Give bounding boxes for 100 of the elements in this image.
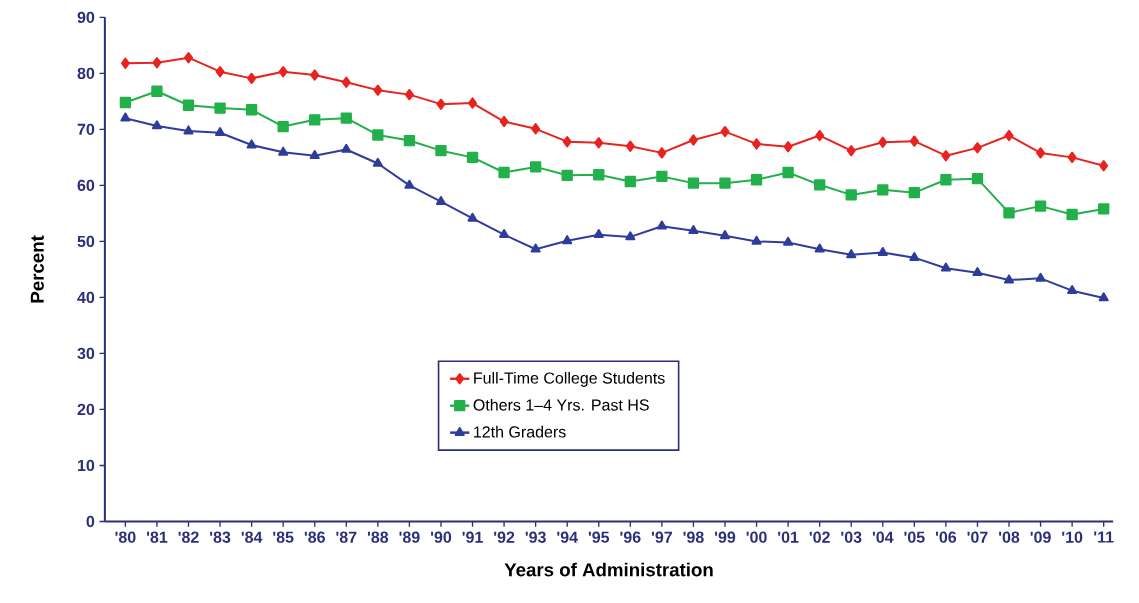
point [561,169,573,182]
x-tick-label: '81 [146,531,168,543]
point [120,112,131,122]
x-tick-label: '06 [935,531,957,543]
point [372,129,384,141]
point [593,169,605,181]
point [466,151,479,164]
x-tick-label: '93 [525,531,546,543]
point [499,115,509,128]
y-tick-label: 20 [77,403,95,416]
point [404,89,414,101]
x-tick-label: '01 [778,531,799,543]
point [941,150,951,162]
point [1099,160,1109,172]
point [909,135,919,147]
point [215,66,225,78]
point [1003,207,1015,219]
point [940,174,952,186]
x-tick-label: '83 [210,531,231,543]
x-tick-label: '02 [809,531,830,543]
point [183,125,194,135]
point [467,212,478,222]
x-tick-label: '88 [367,531,389,543]
point [813,179,826,191]
x-tick-label: '09 [1030,531,1051,543]
point [435,196,446,206]
point [1066,208,1078,221]
x-tick-label: '90 [431,531,452,543]
x-tick-label: '91 [462,531,483,543]
point [814,243,825,253]
y-tick-label: 70 [77,123,95,136]
point [719,177,731,189]
y-tick-label: 40 [77,291,95,304]
point [562,235,573,245]
point [309,150,320,160]
point [278,66,288,78]
x-tick-label: '80 [115,531,136,543]
point [972,142,982,154]
point [1003,274,1015,284]
x-axis-title: Years of Administration [504,562,713,577]
point [247,72,257,85]
x-tick-label: '95 [588,531,610,543]
point [1067,285,1078,295]
point [183,52,193,64]
point [687,177,700,189]
x-tick-label: '84 [241,531,263,543]
x-tick-label: '00 [746,531,767,543]
point [877,247,888,257]
point [656,170,668,183]
legend-label: Others 1–4 Yrs. Past HS [473,398,649,411]
y-tick-label: 30 [77,347,95,360]
point [1098,292,1109,302]
y-tick-label: 60 [77,179,95,192]
x-tick-label: '99 [715,531,736,543]
x-tick-label: '07 [967,531,988,543]
point [940,262,951,272]
point [498,166,510,179]
x-tick-label: '10 [1062,531,1083,543]
point [1036,147,1046,159]
point [245,104,258,116]
x-tick-label: '89 [399,531,420,543]
point [750,174,763,186]
y-tick-label: 90 [77,11,95,24]
point [908,187,921,199]
point [971,173,984,185]
point [435,145,447,157]
point [246,139,257,149]
point [152,57,162,69]
point [625,140,635,152]
x-tick-label: '04 [872,531,894,543]
x-tick-label: '82 [178,531,199,543]
y-tick-label: 10 [78,459,95,472]
point [1098,203,1110,215]
point [625,231,636,241]
point [278,146,289,156]
point [657,147,667,159]
x-tick-label: '05 [904,531,925,543]
x-tick-label: '96 [620,531,641,543]
point [277,120,289,133]
x-tick-label: '85 [273,531,294,543]
point [151,85,163,98]
point [1004,129,1014,142]
legend-label: 12th Graders [474,425,566,438]
point [309,114,321,126]
point [436,98,446,110]
point [1067,151,1077,164]
point [341,143,352,153]
point [1035,272,1046,282]
x-tick-label: '87 [336,531,357,543]
point [656,220,667,230]
point [877,184,889,196]
point [752,138,762,150]
point [688,134,698,146]
point [593,229,604,239]
point [878,136,888,148]
point [373,84,383,96]
point [751,235,762,245]
y-tick-label: 0 [86,515,95,528]
point [468,97,478,109]
point [372,157,383,167]
